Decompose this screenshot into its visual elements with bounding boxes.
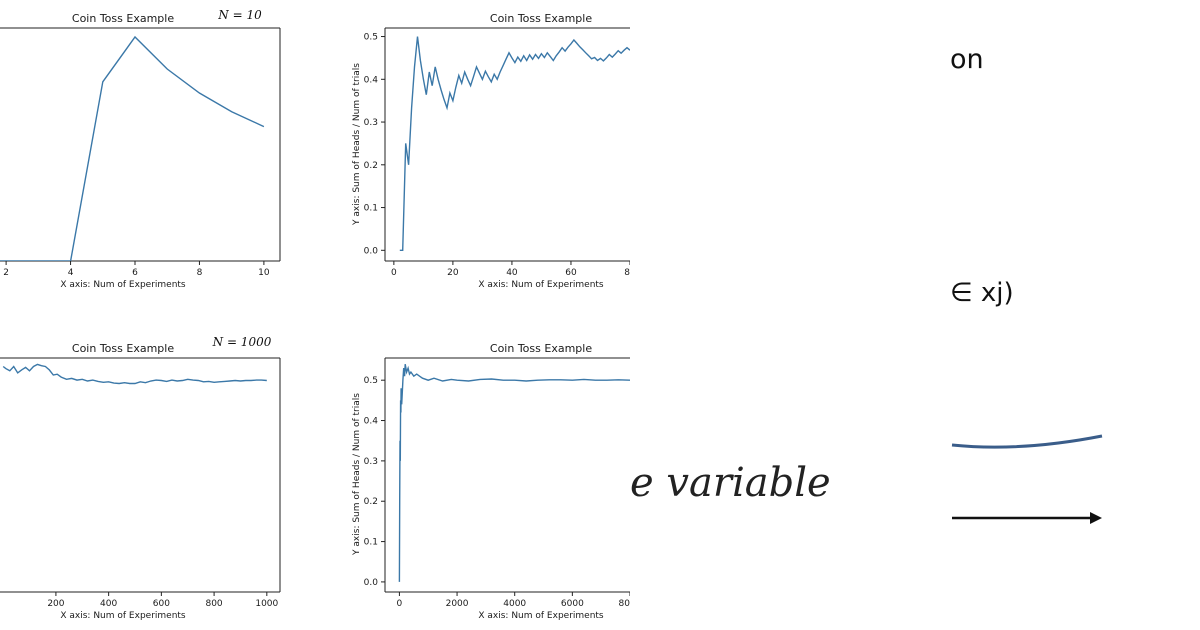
- chart-svg: Coin Toss Example N = 1000 X axis: Num o…: [0, 335, 281, 621]
- x-tick-label: 0: [397, 599, 403, 609]
- slide-heading-fragment: e variable: [630, 460, 831, 506]
- y-tick-label: 0.3: [364, 118, 378, 128]
- y-axis-label: Y axis: Sum of Heads / Num of trials: [352, 393, 362, 556]
- x-tick-label: 600: [153, 599, 170, 609]
- series-line: [398, 363, 630, 582]
- chart-svg: Coin Toss Example X axis: Num of Experim…: [352, 342, 630, 621]
- x-tick-label: 80: [624, 268, 630, 278]
- curve-line: [951, 434, 1103, 449]
- x-tick-label: 2: [3, 268, 9, 278]
- y-tick-label: 0.0: [364, 246, 379, 256]
- x-tick-label: 4: [68, 268, 74, 278]
- x-axis-label: X axis: Num of Experiments: [60, 280, 186, 290]
- arrow-head-icon: [1090, 512, 1102, 524]
- chart-title: Coin Toss Example: [490, 342, 592, 355]
- x-tick-label: 60: [565, 268, 577, 278]
- x-tick-label: 200: [47, 599, 64, 609]
- y-tick-label: 0.1: [364, 538, 378, 548]
- slide-formula-fragment: ∈ xj): [950, 278, 1014, 308]
- series-line: [0, 35, 265, 261]
- chart-panel-running-average: Coin Toss Example X axis: Num of Experim…: [340, 0, 630, 300]
- y-tick-label: 0.0: [364, 578, 379, 588]
- x-tick-label: 0: [391, 268, 397, 278]
- x-tick-label: 4000: [503, 599, 526, 609]
- x-tick-label: 400: [100, 599, 117, 609]
- x-tick-label: 20: [447, 268, 459, 278]
- y-tick-label: 0.2: [364, 161, 378, 171]
- x-tick-label: 6000: [561, 599, 584, 609]
- x-tick-label: 2000: [446, 599, 469, 609]
- x-tick-label: 800: [205, 599, 222, 609]
- slide-text-fragment: on: [950, 44, 984, 75]
- x-axis-label: X axis: Num of Experiments: [478, 280, 604, 290]
- y-tick-label: 0.2: [364, 497, 378, 507]
- x-tick-label: 8000: [619, 599, 630, 609]
- y-tick-label: 0.5: [364, 376, 378, 386]
- series-line: [399, 36, 630, 251]
- x-tick-label: 8: [197, 268, 203, 278]
- x-tick-label: 6: [132, 268, 138, 278]
- slide-graphic: [951, 434, 1103, 524]
- chart-title: Coin Toss Example: [72, 342, 174, 355]
- series-line: [2, 363, 267, 385]
- n-label: N = 1000: [212, 335, 272, 349]
- n-label: N = 10: [217, 8, 262, 22]
- y-tick-label: 0.3: [364, 457, 378, 467]
- x-axis-label: X axis: Num of Experiments: [478, 611, 604, 621]
- x-tick-label: 40: [506, 268, 518, 278]
- chart-title: Coin Toss Example: [72, 12, 174, 25]
- y-tick-label: 0.4: [364, 417, 379, 427]
- y-axis-label: Y axis: Sum of Heads / Num of trials: [352, 63, 362, 226]
- chart-panel-n10: Coin Toss Example N = 10 X axis: Num of …: [0, 0, 290, 300]
- chart-panel-n1000: Coin Toss Example N = 1000 X axis: Num o…: [0, 330, 290, 630]
- x-axis-label: X axis: Num of Experiments: [60, 611, 186, 621]
- chart-svg: Coin Toss Example N = 10 X axis: Num of …: [0, 8, 281, 290]
- x-tick-label: 10: [258, 268, 270, 278]
- chart-panel-running-average-large: Coin Toss Example X axis: Num of Experim…: [340, 330, 630, 630]
- y-tick-label: 0.4: [364, 75, 379, 85]
- x-tick-label: 1000: [255, 599, 278, 609]
- chart-svg: Coin Toss Example X axis: Num of Experim…: [352, 12, 630, 290]
- y-tick-label: 0.5: [364, 33, 378, 43]
- y-tick-label: 0.1: [364, 204, 378, 214]
- chart-title: Coin Toss Example: [490, 12, 592, 25]
